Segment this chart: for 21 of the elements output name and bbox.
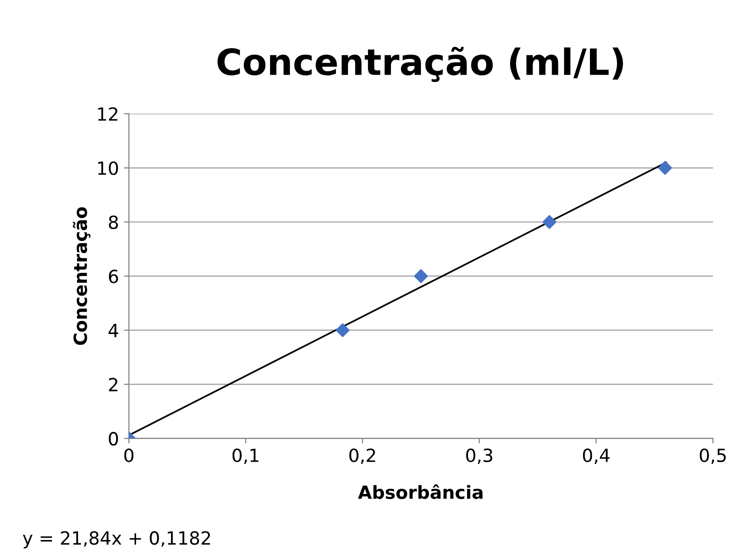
- x-tick-label: 0,4: [582, 448, 610, 464]
- x-axis-title: Absorbância: [358, 484, 483, 500]
- point: [336, 323, 350, 338]
- y-tick-label: 10: [98, 161, 118, 176]
- y-tick-label: 8: [108, 215, 118, 230]
- y-tick-label: 0: [108, 432, 118, 446]
- point: [414, 269, 428, 284]
- y-tick-label: 4: [108, 324, 118, 338]
- y-tick-label: 12: [98, 107, 118, 121]
- x-tick-label: 0,3: [466, 448, 492, 464]
- y-tick-label: 6: [108, 270, 118, 284]
- x-tick-label: 0,1: [232, 448, 258, 464]
- chart-title: Concentração (ml/L): [218, 46, 624, 82]
- text: y = 21,84x + 0,1182: [22, 531, 210, 548]
- x-tick-label: 0: [124, 448, 134, 462]
- point: [658, 160, 672, 175]
- y-axis-title: Concentração: [72, 207, 90, 345]
- y-tick-label: 2: [109, 378, 118, 392]
- x-tick-label: 0,2: [349, 448, 376, 464]
- x-tick-label: 0,5: [700, 448, 726, 464]
- point: [542, 215, 556, 229]
